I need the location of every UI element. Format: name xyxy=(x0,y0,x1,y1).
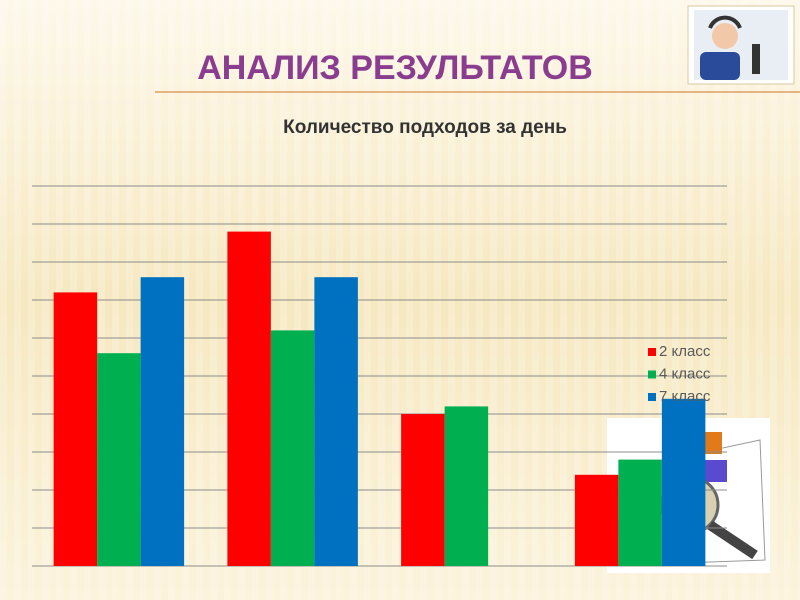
legend-label: 2 класс xyxy=(659,343,711,360)
legend-swatch xyxy=(648,370,656,379)
legend-label: 4 класс xyxy=(659,365,711,382)
bar xyxy=(401,414,445,566)
bar xyxy=(53,292,98,566)
bar xyxy=(444,406,489,566)
bar xyxy=(270,330,315,566)
chart-title: Количество подходов за день xyxy=(283,117,567,138)
bar xyxy=(227,231,271,566)
bar xyxy=(618,459,662,566)
bar xyxy=(140,277,185,566)
bar xyxy=(661,398,706,566)
bar xyxy=(97,353,141,566)
legend-swatch xyxy=(648,348,656,356)
legend-swatch xyxy=(648,393,656,401)
photo xyxy=(687,5,795,85)
bar xyxy=(574,474,619,566)
legend-label: 7 класс xyxy=(659,388,711,405)
bar xyxy=(314,277,358,566)
slide-title: АНАЛИЗ РЕЗУЛЬТАТОВ xyxy=(197,49,593,87)
